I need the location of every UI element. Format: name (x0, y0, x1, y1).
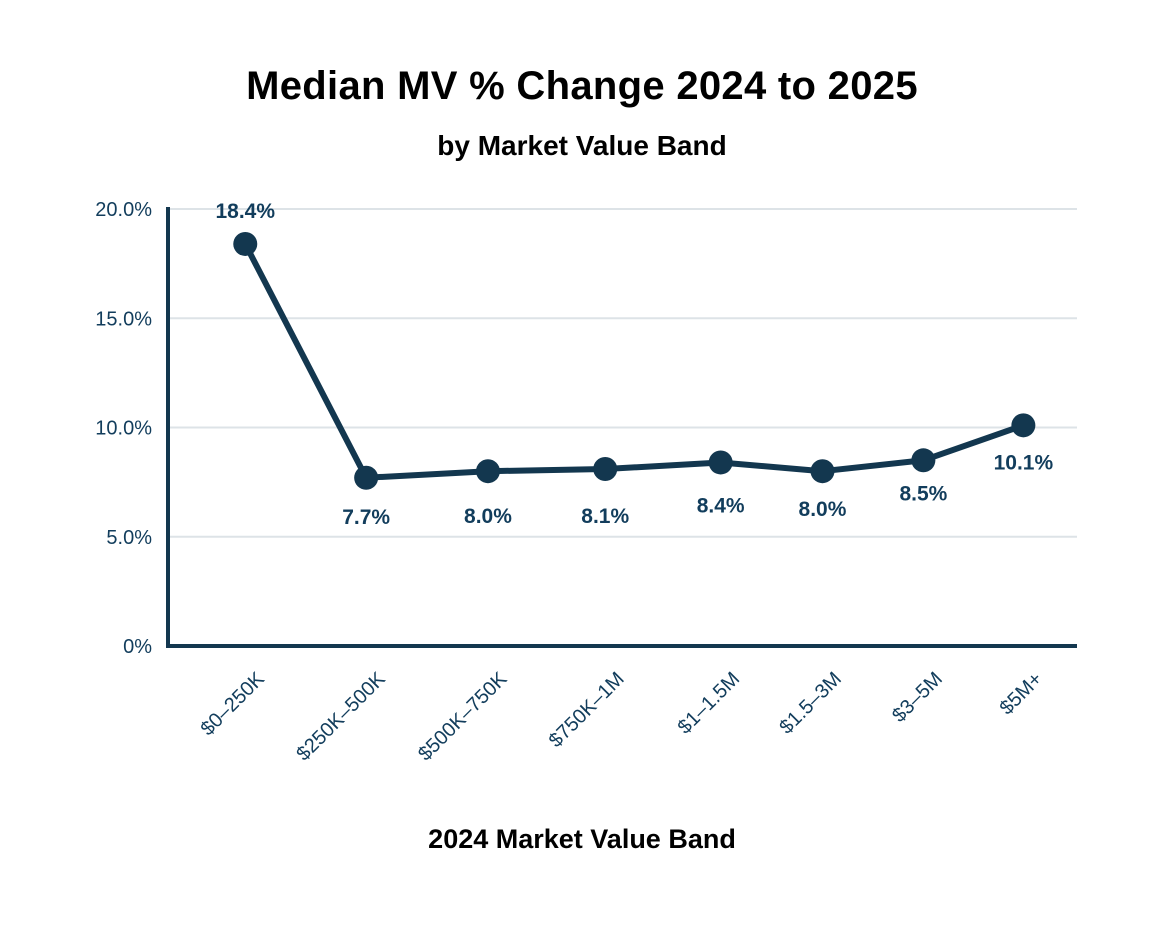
x-tick-label: $1–1.5M (674, 668, 745, 739)
data-point (593, 457, 618, 482)
data-point-label: 8.0% (799, 498, 847, 521)
series-line (242, 240, 1027, 481)
data-point-label: 8.5% (899, 482, 947, 505)
data-point (475, 459, 500, 484)
x-tick-label: $0–250K (197, 668, 270, 741)
x-tick-label: $5M+ (996, 668, 1047, 719)
x-tick-label: $750K–1M (545, 668, 629, 752)
y-tick-label: 5.0% (106, 527, 152, 549)
data-point-label: 18.4% (215, 200, 275, 223)
y-tick-label: 15.0% (95, 308, 152, 330)
data-point (708, 450, 733, 475)
y-tick-label: 10.0% (95, 418, 152, 440)
x-tick-label: $500K–750K (414, 668, 512, 766)
x-tick-label: $1.5–3M (775, 668, 846, 739)
data-point-label: 8.1% (581, 505, 629, 528)
chart-subtitle: by Market Value Band (437, 130, 727, 161)
y-tick-label: 20.0% (95, 199, 152, 221)
x-tick-label: $250K–500K (292, 668, 390, 766)
data-point-label: 7.7% (342, 506, 390, 529)
y-tick-label: 0% (123, 636, 152, 658)
x-tick-label: $3–5M (888, 668, 947, 727)
data-point (911, 448, 936, 473)
data-point-label: 8.0% (464, 505, 512, 528)
chart-title: Median MV % Change 2024 to 2025 (246, 64, 918, 108)
data-point (354, 465, 379, 490)
data-point-label: 8.4% (697, 494, 745, 517)
data-point-label: 10.1% (994, 451, 1054, 474)
data-point (810, 459, 835, 484)
data-point (233, 231, 258, 256)
data-point (1011, 413, 1036, 438)
x-axis-title: 2024 Market Value Band (428, 824, 736, 854)
